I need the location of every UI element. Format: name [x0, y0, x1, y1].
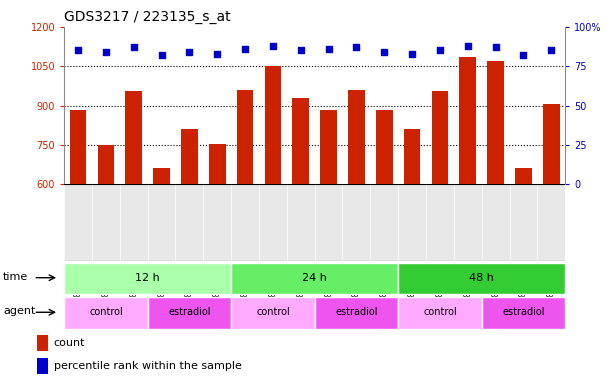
Point [435, 47, 445, 53]
FancyBboxPatch shape [64, 297, 148, 329]
FancyBboxPatch shape [231, 297, 315, 329]
FancyBboxPatch shape [148, 297, 231, 329]
Text: control: control [89, 307, 123, 317]
Text: time: time [3, 271, 29, 282]
Text: 12 h: 12 h [135, 273, 160, 283]
Text: estradiol: estradiol [168, 307, 211, 317]
Bar [70, 109, 86, 184]
Bar [320, 110, 337, 184]
Bar [181, 129, 198, 184]
Text: percentile rank within the sample: percentile rank within the sample [54, 361, 241, 371]
Point [185, 49, 194, 55]
Point [156, 52, 166, 58]
Point [463, 43, 473, 49]
Point [240, 46, 250, 52]
Bar [265, 66, 281, 184]
Bar [459, 57, 476, 184]
Bar [431, 91, 448, 184]
Bar [153, 168, 170, 184]
FancyBboxPatch shape [398, 263, 565, 294]
Text: estradiol: estradiol [502, 307, 544, 317]
Bar [37, 358, 48, 374]
FancyBboxPatch shape [64, 263, 231, 294]
FancyBboxPatch shape [231, 263, 398, 294]
Bar [125, 91, 142, 184]
Point [268, 43, 278, 49]
Point [324, 46, 334, 52]
Bar [348, 90, 365, 184]
FancyBboxPatch shape [398, 297, 481, 329]
Bar [515, 168, 532, 184]
Text: GDS3217 / 223135_s_at: GDS3217 / 223135_s_at [64, 10, 231, 25]
Bar [37, 335, 48, 351]
Bar [98, 146, 114, 184]
Point [101, 49, 111, 55]
Text: 24 h: 24 h [302, 273, 327, 283]
Bar [236, 90, 254, 184]
Text: agent: agent [3, 306, 35, 316]
Text: control: control [423, 307, 457, 317]
Point [73, 47, 83, 53]
Bar [543, 104, 560, 184]
Point [519, 52, 529, 58]
Text: control: control [256, 307, 290, 317]
Point [213, 51, 222, 57]
Point [379, 49, 389, 55]
Point [129, 44, 139, 50]
Bar [487, 61, 504, 184]
Bar [376, 110, 393, 184]
Point [546, 47, 556, 53]
Text: estradiol: estradiol [335, 307, 378, 317]
Point [407, 51, 417, 57]
Point [351, 44, 361, 50]
FancyBboxPatch shape [481, 297, 565, 329]
Text: count: count [54, 338, 86, 348]
Point [296, 47, 306, 53]
Bar [209, 144, 225, 184]
Bar [404, 129, 420, 184]
Text: 48 h: 48 h [469, 273, 494, 283]
Point [491, 44, 500, 50]
FancyBboxPatch shape [315, 297, 398, 329]
Bar [293, 98, 309, 184]
